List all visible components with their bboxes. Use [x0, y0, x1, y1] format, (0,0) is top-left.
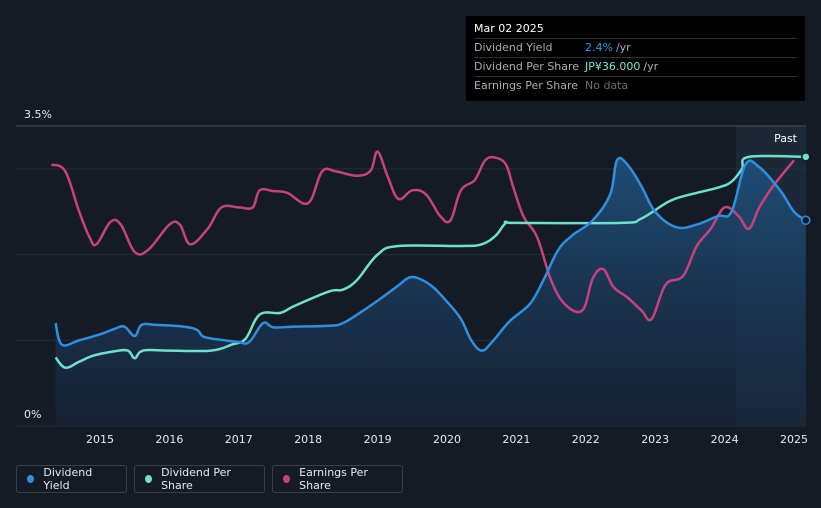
legend-dividend-per-share[interactable]: Dividend Per Share: [134, 465, 265, 493]
legend-color-dot: [283, 475, 291, 483]
x-tick-label: 2020: [433, 433, 461, 446]
tooltip-label: Earnings Per Share: [474, 79, 579, 92]
dividend-yield-end-marker[interactable]: [801, 215, 811, 226]
tooltip-row-dividend-per-share: Dividend Per Share JP¥36.000 /yr: [474, 57, 797, 76]
tooltip-label: Dividend Yield: [474, 41, 553, 54]
x-tick-label: 2024: [711, 433, 739, 446]
legend-label: Earnings Per Share: [299, 466, 368, 492]
hover-tooltip: Mar 02 2025 Dividend Yield 2.4% /yr Divi…: [466, 16, 805, 101]
tooltip-row-earnings-per-share: Earnings Per Share No data: [474, 76, 797, 95]
x-tick-label: 2018: [294, 433, 322, 446]
x-tick-label: 2022: [572, 433, 600, 446]
x-tick-label: 2019: [364, 433, 392, 446]
tooltip-value: No data: [585, 79, 629, 92]
tooltip-unit: /yr: [643, 60, 659, 73]
past-label: Past: [774, 132, 798, 145]
dividend-per-share-line: [54, 154, 806, 370]
y-tick-label-top: 3.5%: [24, 108, 52, 121]
x-tick-label: 2017: [225, 433, 253, 446]
x-tick-label: 2016: [155, 433, 183, 446]
legend-label: Dividend Yield: [43, 466, 93, 492]
legend-color-dot: [27, 475, 35, 483]
dividend-yield-area: [55, 157, 806, 426]
tooltip-value: JP¥36.000: [585, 60, 641, 73]
legend-dividend-yield[interactable]: Dividend Yield: [16, 465, 127, 493]
legend-label: Dividend Per Share: [161, 466, 231, 492]
tooltip-value: 2.4%: [585, 41, 613, 54]
x-tick-label: 2025: [780, 433, 808, 446]
dividend-yield-line: [54, 156, 807, 352]
tooltip-row-dividend-yield: Dividend Yield 2.4% /yr: [474, 38, 797, 57]
y-tick-label-bottom: 0%: [24, 408, 41, 421]
x-axis-ticks: 2015 2016 2017 2018 2019 2020 2021 2022 2023 2024…: [86, 433, 808, 446]
x-tick-label: 2021: [502, 433, 530, 446]
earnings-per-share-line: [50, 150, 795, 322]
x-tick-label: 2023: [641, 433, 669, 446]
legend-earnings-per-share[interactable]: Earnings Per Share: [272, 465, 403, 493]
tooltip-date: Mar 02 2025: [474, 22, 544, 35]
tooltip-label: Dividend Per Share: [474, 60, 580, 73]
legend-color-dot: [145, 475, 153, 483]
dividend-per-share-end-marker[interactable]: [801, 152, 811, 162]
x-tick-label: 2015: [86, 433, 114, 446]
tooltip-unit: /yr: [615, 41, 631, 54]
